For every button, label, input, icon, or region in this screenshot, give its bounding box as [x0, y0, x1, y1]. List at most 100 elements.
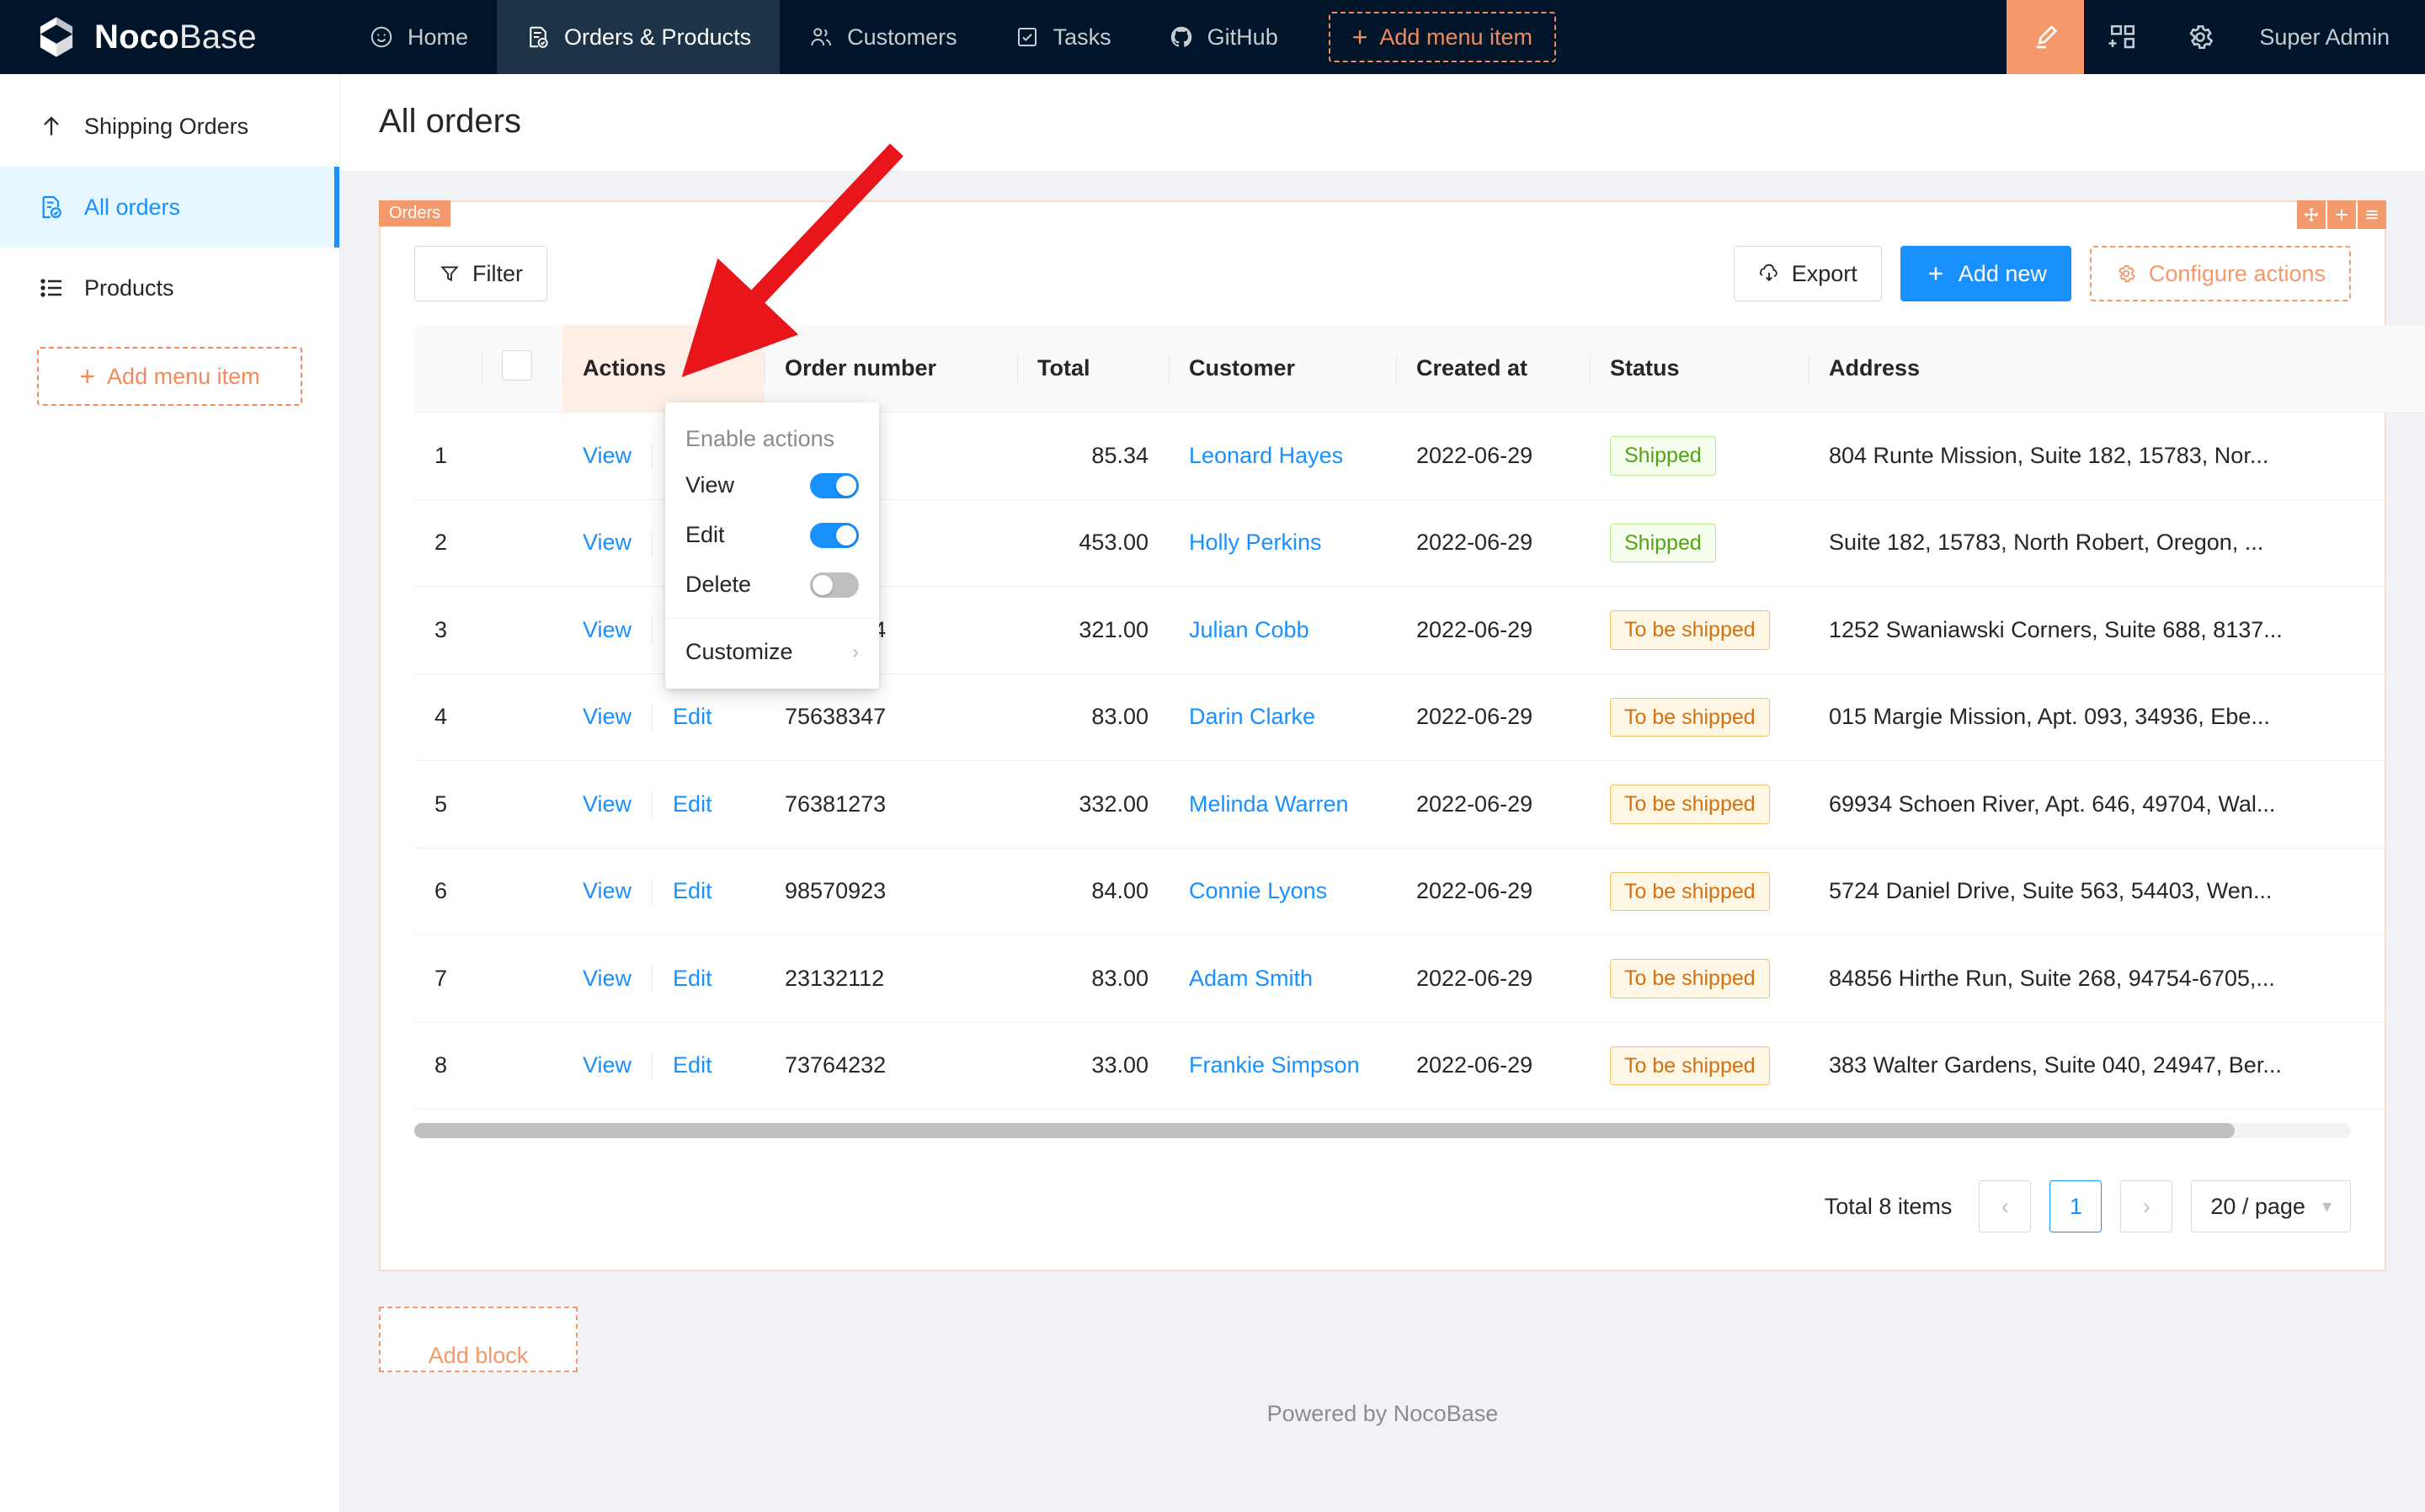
- filter-icon: [440, 266, 459, 282]
- row-total: 321.00: [1017, 586, 1169, 674]
- plus-icon: [1929, 267, 1943, 280]
- edit-link[interactable]: Edit: [673, 878, 712, 904]
- sidebar-item-all-orders[interactable]: All orders: [0, 167, 339, 248]
- edit-toggle[interactable]: [810, 522, 859, 548]
- row-status: To be shipped: [1590, 1022, 1809, 1110]
- action-separator: [652, 703, 653, 731]
- action-separator: [652, 529, 653, 556]
- row-customer: Julian Cobb: [1169, 586, 1396, 674]
- sidebar-item-products[interactable]: Products: [0, 248, 339, 328]
- row-order-number: 23132112: [765, 934, 1017, 1023]
- page-1-button[interactable]: 1: [2049, 1180, 2103, 1232]
- toggle-knob: [836, 475, 856, 496]
- col-order-number: Order number: [765, 325, 1017, 413]
- prev-page-button[interactable]: ‹: [1979, 1180, 2032, 1232]
- dropdown-row-edit[interactable]: Edit: [665, 510, 879, 560]
- scrollbar-thumb[interactable]: [414, 1123, 2235, 1138]
- checkbox-task-icon: [1017, 28, 1037, 46]
- row-actions: View Edit: [562, 1022, 765, 1110]
- status-badge: To be shipped: [1610, 610, 1770, 650]
- view-link[interactable]: View: [583, 442, 632, 468]
- edit-link[interactable]: Edit: [673, 791, 712, 817]
- page-size-select[interactable]: 20 / page ▾: [2191, 1180, 2351, 1232]
- row-select-cell: [482, 1022, 562, 1110]
- edit-link[interactable]: Edit: [673, 704, 712, 730]
- customer-link[interactable]: Melinda Warren: [1189, 791, 1349, 817]
- order-doc-icon: [530, 26, 548, 48]
- customer-link[interactable]: Julian Cobb: [1189, 616, 1309, 642]
- view-link[interactable]: View: [583, 616, 632, 642]
- customer-link[interactable]: Darin Clarke: [1189, 704, 1316, 730]
- add-menu-item-button-header[interactable]: + Add menu item: [1328, 12, 1556, 62]
- ui-editor-toggle-button[interactable]: [2007, 0, 2085, 74]
- customer-link[interactable]: Frankie Simpson: [1189, 1052, 1360, 1078]
- drag-move-icon[interactable]: [2297, 200, 2326, 229]
- dropdown-row-customize[interactable]: Customize ›: [665, 627, 879, 689]
- view-link[interactable]: View: [583, 965, 632, 991]
- export-label: Export: [1791, 260, 1857, 286]
- action-separator: [652, 442, 653, 470]
- next-page-button[interactable]: ›: [2120, 1180, 2173, 1232]
- nav-label: Orders & Products: [564, 24, 752, 50]
- menu-icon[interactable]: [2358, 200, 2386, 229]
- edit-link[interactable]: Edit: [673, 1052, 712, 1078]
- customer-link[interactable]: Adam Smith: [1189, 965, 1314, 991]
- customer-link[interactable]: Leonard Hayes: [1189, 442, 1344, 468]
- delete-toggle[interactable]: [810, 572, 859, 598]
- export-button[interactable]: Export: [1733, 246, 1882, 301]
- gear-icon: [2189, 25, 2214, 50]
- action-separator: [652, 791, 653, 818]
- nav-label: Customers: [847, 24, 957, 50]
- row-order-number: 75638347: [765, 673, 1017, 761]
- page-title: All orders: [379, 103, 521, 140]
- plus-icon[interactable]: [2327, 200, 2356, 229]
- nav-item-home[interactable]: Home: [340, 0, 497, 74]
- filter-button[interactable]: Filter: [414, 246, 547, 301]
- brand-text: NocoBase: [94, 19, 257, 56]
- row-address: 015 Margie Mission, Apt. 093, 34936, Ebe…: [1809, 673, 2425, 761]
- row-address: 5724 Daniel Drive, Suite 563, 54403, Wen…: [1809, 848, 2425, 935]
- view-link[interactable]: View: [583, 878, 632, 904]
- plugin-manager-button[interactable]: [2084, 0, 2161, 74]
- view-link[interactable]: View: [583, 530, 632, 556]
- row-actions: View Edit: [562, 848, 765, 935]
- customer-link[interactable]: Holly Perkins: [1189, 530, 1322, 556]
- block-tools: [2295, 200, 2386, 229]
- sidebar: Shipping Orders All orders Products +: [0, 74, 340, 1512]
- view-link[interactable]: View: [583, 791, 632, 817]
- horizontal-scrollbar[interactable]: [414, 1123, 2351, 1138]
- dropdown-row-delete[interactable]: Delete: [665, 560, 879, 610]
- brand[interactable]: NocoBase: [0, 0, 340, 74]
- total-items-label: Total 8 items: [1824, 1193, 1953, 1219]
- page-size-label: 20 / page: [2210, 1193, 2305, 1219]
- sidebar-item-shipping-orders[interactable]: Shipping Orders: [0, 86, 339, 167]
- view-link[interactable]: View: [583, 704, 632, 730]
- nav-item-orders-products[interactable]: Orders & Products: [497, 0, 781, 74]
- select-all-checkbox[interactable]: [502, 350, 532, 381]
- add-new-button[interactable]: Add new: [1900, 246, 2071, 301]
- nav-item-github[interactable]: GitHub: [1140, 0, 1307, 74]
- configure-actions-button[interactable]: Configure actions: [2089, 246, 2351, 301]
- view-toggle[interactable]: [810, 472, 859, 498]
- view-link[interactable]: View: [583, 1052, 632, 1078]
- customer-link[interactable]: Connie Lyons: [1189, 878, 1328, 904]
- add-block-button[interactable]: Add block: [379, 1307, 578, 1372]
- arrow-up-icon: [37, 112, 66, 141]
- status-badge: To be shipped: [1610, 1046, 1770, 1085]
- row-select-cell: [482, 848, 562, 935]
- row-index: 2: [414, 499, 482, 587]
- brand-primary: Noco: [94, 18, 179, 56]
- dropdown-row-view[interactable]: View: [665, 461, 879, 510]
- nav-item-customers[interactable]: Customers: [780, 0, 986, 74]
- nav-item-tasks[interactable]: Tasks: [986, 0, 1140, 74]
- row-order-number: 73764232: [765, 1022, 1017, 1110]
- plus-icon: +: [1351, 22, 1368, 52]
- edit-link[interactable]: Edit: [673, 965, 712, 991]
- add-menu-item-button-sidebar[interactable]: + Add menu item: [37, 347, 302, 406]
- col-select-all: [482, 325, 562, 413]
- user-menu[interactable]: Super Admin: [2239, 0, 2425, 74]
- sidebar-item-label: All orders: [84, 194, 181, 220]
- status-badge: To be shipped: [1610, 871, 1770, 911]
- orders-table-wrap: Configure c Actions Order number: [414, 325, 2425, 1138]
- settings-button[interactable]: [2161, 0, 2239, 74]
